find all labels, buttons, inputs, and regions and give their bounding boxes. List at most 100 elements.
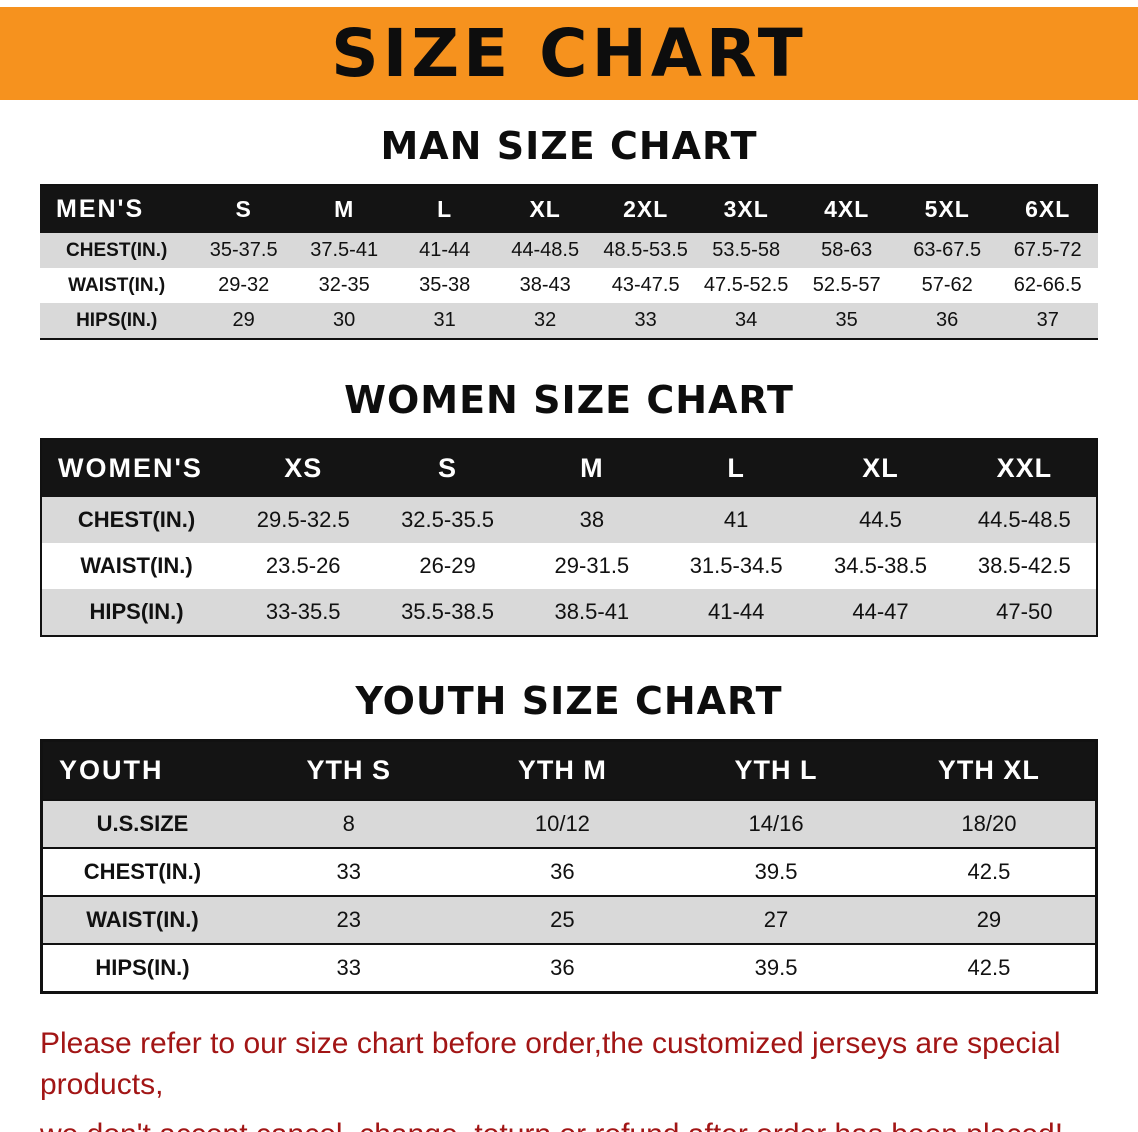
size-column-header: M	[334, 196, 355, 222]
value-cell: 48.5-53.5	[603, 239, 688, 261]
value-cell: 39.5	[754, 955, 798, 980]
value-cell: 32.5-35.5	[401, 507, 495, 532]
size-column-header: L	[437, 196, 453, 222]
row-label: WAIST(IN.)	[86, 907, 199, 932]
value-cell: 31	[433, 309, 456, 331]
value-cell: 27	[763, 907, 789, 932]
men-size-table: MEN'S S M L XL 2XL 3XL 4XL 5XL 6XL CHEST(IN.) 35-37…	[40, 184, 1098, 340]
value-cell: 34.5-38.5	[834, 553, 927, 578]
row-label: WAIST(IN.)	[68, 274, 166, 296]
value-cell: 37.5-41	[310, 239, 379, 261]
size-column-header: YTH M	[517, 755, 607, 785]
value-cell: 36	[550, 859, 575, 884]
value-cell: 58-63	[821, 239, 873, 261]
table-title-cell: YOUTH	[59, 755, 164, 785]
size-column-header: 2XL	[623, 196, 669, 222]
value-cell: 42.5	[967, 859, 1011, 884]
header-row: YOUTH YTH S YTH M YTH L YTH XL	[41, 740, 1097, 800]
youth-section-heading: YOUTH SIZE CHART	[355, 679, 783, 723]
value-cell: 23	[336, 907, 361, 932]
value-cell: 34	[735, 309, 758, 331]
youth-size-chart-section: YOUTH SIZE CHART YOUTH YTH S YTH M YTH L YTH…	[0, 679, 1138, 994]
value-cell: 35-38	[419, 274, 471, 296]
table-row: HIPS(IN.) 29 30 31 32 33 34 35 36 37	[40, 303, 1098, 339]
value-cell: 44-48.5	[511, 239, 580, 261]
header-row: WOMEN'S XS S M L XL XXL	[41, 439, 1097, 497]
value-cell: 14/16	[748, 811, 804, 836]
row-label: CHEST(IN.)	[77, 507, 196, 532]
row-label: U.S.SIZE	[96, 811, 189, 836]
value-cell: 47-50	[996, 599, 1053, 624]
value-cell: 41-44	[708, 599, 765, 624]
value-cell: 18/20	[961, 811, 1017, 836]
value-cell: 36	[936, 309, 959, 331]
row-label: CHEST(IN.)	[66, 239, 168, 261]
value-cell: 36	[550, 955, 575, 980]
banner: SIZE CHART	[0, 7, 1138, 100]
value-cell: 63-67.5	[913, 239, 982, 261]
value-cell: 42.5	[967, 955, 1011, 980]
value-cell: 29	[232, 309, 255, 331]
size-column-header: L	[727, 453, 745, 483]
size-column-header: XL	[529, 196, 561, 222]
value-cell: 35.5-38.5	[401, 599, 495, 624]
table-title-cell: MEN'S	[56, 195, 145, 223]
table-row: HIPS(IN.) 33-35.5 35.5-38.5 38.5-41 41-44 44-…	[41, 589, 1097, 636]
value-cell: 31.5-34.5	[689, 553, 783, 578]
value-cell: 29-31.5	[554, 553, 630, 578]
value-cell: 8	[342, 811, 355, 836]
table-row: CHEST(IN.) 29.5-32.5 32.5-35.5 38 41 44.5 44.5…	[41, 497, 1097, 543]
value-cell: 30	[333, 309, 356, 331]
page-title: SIZE CHART	[331, 15, 807, 92]
value-cell: 44-47	[852, 599, 909, 624]
table-row: CHEST(IN.) 35-37.5 37.5-41 41-44 44-48.5 48.5…	[40, 233, 1098, 268]
value-cell: 32-35	[318, 274, 370, 296]
table-title-cell: WOMEN'S	[58, 453, 203, 483]
value-cell: 32	[534, 309, 557, 331]
size-column-header: S	[438, 453, 458, 483]
value-cell: 25	[550, 907, 575, 932]
value-cell: 43-47.5	[611, 274, 680, 296]
value-cell: 38.5-41	[554, 599, 630, 624]
value-cell: 67.5-72	[1013, 239, 1082, 261]
header-row: MEN'S S M L XL 2XL 3XL 4XL 5XL 6XL	[40, 185, 1098, 233]
value-cell: 26-29	[419, 553, 476, 578]
man-section-heading: MAN SIZE CHART	[380, 124, 758, 168]
value-cell: 33	[336, 859, 361, 884]
value-cell: 33	[634, 309, 657, 331]
size-column-header: 6XL	[1025, 196, 1071, 222]
table-row: U.S.SIZE 8 10/12 14/16 18/20	[41, 800, 1097, 848]
size-column-header: S	[235, 196, 252, 222]
women-section-heading: WOMEN SIZE CHART	[344, 378, 794, 422]
value-cell: 37	[1036, 309, 1059, 331]
notice-line-2: we don't accept cancel, change, teturn o…	[40, 1115, 1100, 1132]
row-label: CHEST(IN.)	[83, 859, 202, 884]
value-cell: 23.5-26	[265, 553, 341, 578]
size-column-header: YTH L	[734, 755, 818, 785]
size-column-header: XXL	[996, 453, 1053, 483]
row-label: HIPS(IN.)	[76, 309, 158, 331]
order-notice: Please refer to our size chart before or…	[40, 1024, 1100, 1132]
man-size-chart-section: MAN SIZE CHART MEN'S S M L XL 2XL 3XL 4XL 5XL 6XL…	[0, 124, 1138, 340]
value-cell: 38-43	[519, 274, 571, 296]
value-cell: 44.5-48.5	[977, 507, 1071, 532]
size-column-header: M	[580, 453, 604, 483]
size-column-header: XL	[862, 453, 899, 483]
value-cell: 38.5-42.5	[977, 553, 1071, 578]
table-row: WAIST(IN.) 29-32 32-35 35-38 38-43 43-47.5 47.…	[40, 268, 1098, 303]
value-cell: 35	[835, 309, 858, 331]
table-row: WAIST(IN.) 23 25 27 29	[41, 896, 1097, 944]
row-label: HIPS(IN.)	[95, 955, 190, 980]
size-column-header: XS	[284, 453, 323, 483]
women-size-chart-section: WOMEN SIZE CHART WOMEN'S XS S M L XL XXL CHEST(…	[0, 378, 1138, 637]
value-cell: 39.5	[754, 859, 798, 884]
value-cell: 29.5-32.5	[256, 507, 350, 532]
size-column-header: YTH XL	[937, 755, 1040, 785]
size-column-header: 3XL	[723, 196, 769, 222]
row-label: WAIST(IN.)	[80, 553, 193, 578]
value-cell: 57-62	[921, 274, 973, 296]
size-column-header: 4XL	[824, 196, 870, 222]
value-cell: 33	[336, 955, 361, 980]
value-cell: 29	[976, 907, 1002, 932]
size-column-header: 5XL	[924, 196, 970, 222]
